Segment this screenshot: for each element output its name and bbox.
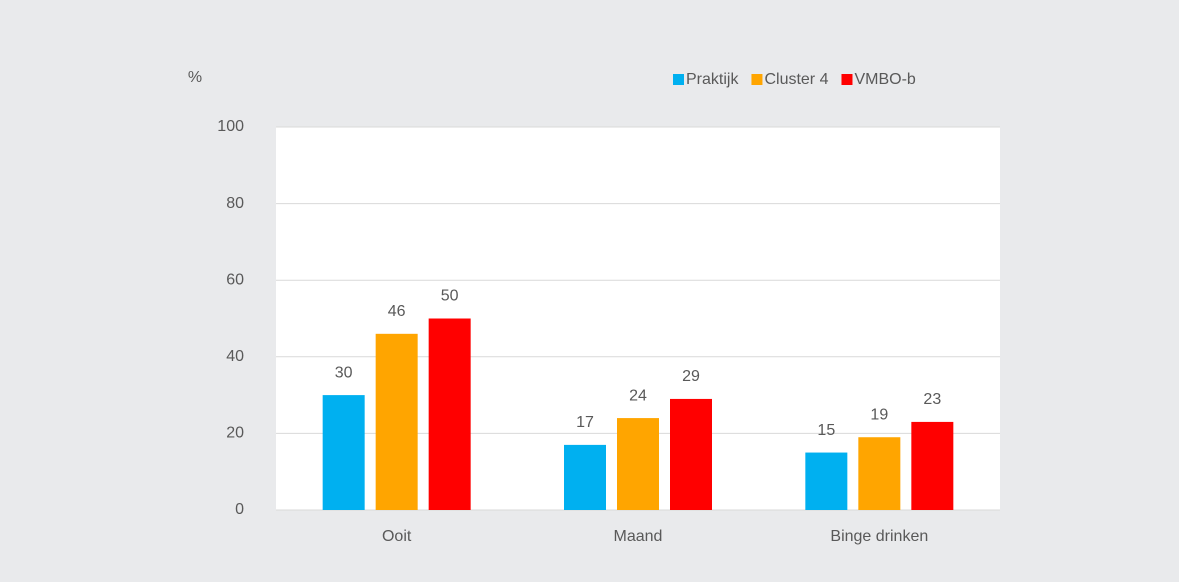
bar: [670, 398, 712, 510]
y-tick-label: 100: [217, 118, 244, 135]
legend-swatch: [673, 74, 684, 85]
legend-label: VMBO-b: [854, 71, 915, 88]
y-tick-label: 80: [226, 195, 244, 212]
x-tick-label: Ooit: [382, 528, 412, 545]
data-label: 46: [388, 303, 406, 320]
bar: [322, 395, 365, 510]
bar: [617, 418, 659, 510]
bar: [375, 333, 418, 510]
data-label: 17: [576, 414, 594, 431]
legend-label: Praktijk: [686, 71, 739, 88]
bar: [428, 318, 471, 510]
y-tick-label: 60: [226, 271, 244, 288]
bar: [858, 437, 901, 510]
legend-label: Cluster 4: [764, 71, 828, 88]
data-label: 23: [923, 391, 941, 408]
x-tick-label: Binge drinken: [830, 528, 928, 545]
data-label: 50: [441, 288, 459, 305]
data-label: 24: [629, 387, 647, 404]
data-label: 19: [870, 406, 888, 423]
y-tick-label: 0: [235, 501, 244, 518]
data-label: 29: [682, 368, 700, 385]
bar: [805, 452, 848, 510]
data-label: 15: [817, 422, 835, 439]
y-axis-label: %: [188, 69, 202, 86]
x-tick-label: Maand: [614, 528, 663, 545]
data-label: 30: [335, 364, 353, 381]
y-tick-label: 20: [226, 425, 244, 442]
legend-swatch: [751, 74, 763, 85]
y-tick-label: 40: [226, 348, 244, 365]
bar: [564, 444, 606, 510]
bar: [911, 421, 954, 510]
legend-swatch: [841, 74, 853, 85]
